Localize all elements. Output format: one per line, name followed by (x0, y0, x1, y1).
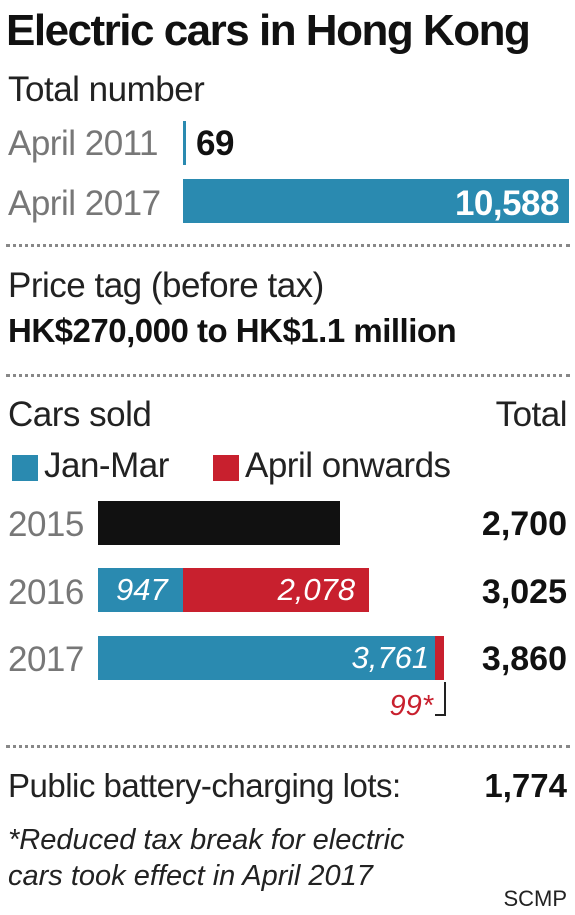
total-number-heading: Total number (8, 70, 205, 109)
bar-2016-april-onwards-label: 2,078 (277, 572, 356, 607)
callout-99-label: 99* (389, 690, 433, 722)
total-2017: 3,860 (481, 640, 567, 678)
total-2015: 2,700 (481, 505, 567, 543)
year-label-2017: 2017 (8, 640, 84, 679)
total-bar-2017 (183, 179, 569, 223)
price-heading: Price tag (before tax) (8, 266, 324, 305)
bar-2017-jan-mar: 3,761 (98, 636, 436, 680)
total-value-2017: 10,588 (454, 184, 560, 223)
total-column-heading: Total (495, 395, 568, 434)
bar-2016-jan-mar: 947 (98, 568, 183, 612)
source-credit: SCMP (503, 886, 567, 911)
callout-bracket (435, 682, 446, 716)
year-label-2015: 2015 (8, 505, 84, 544)
divider-3 (6, 745, 570, 748)
bar-2016-april-onwards: 2,078 (182, 568, 370, 612)
bar-2016-jan-mar-label: 947 (116, 572, 168, 607)
price-range: HK$270,000 to HK$1.1 million (8, 312, 457, 349)
total-value-2011: 69 (196, 124, 234, 163)
cars-sold-heading: Cars sold (8, 395, 152, 434)
bar-2017-april-onwards (435, 636, 444, 680)
total-2016: 3,025 (481, 573, 567, 611)
legend-swatch-jan-mar (12, 455, 38, 481)
footnote-line-1: *Reduced tax break for electric (8, 824, 405, 856)
legend-swatch-april-onwards (213, 455, 239, 481)
bar-2017-jan-mar-label: 3,761 (351, 640, 430, 675)
charging-label: Public battery-charging lots: (8, 767, 401, 804)
legend-label-jan-mar: Jan-Mar (44, 446, 169, 485)
total-row-label-2017: April 2017 (8, 184, 161, 223)
legend-label-april-onwards: April onwards (245, 446, 451, 485)
chart-title: Electric cars in Hong Kong (6, 6, 531, 55)
bar-2015-total (98, 501, 341, 545)
total-row-label-2011: April 2011 (8, 124, 159, 163)
footnote-line-2: cars took effect in April 2017 (8, 860, 373, 892)
divider-2 (6, 374, 570, 377)
year-label-2016: 2016 (8, 573, 84, 612)
charging-value: 1,774 (484, 767, 567, 804)
total-bar-2011 (183, 121, 186, 165)
divider-1 (6, 244, 570, 247)
